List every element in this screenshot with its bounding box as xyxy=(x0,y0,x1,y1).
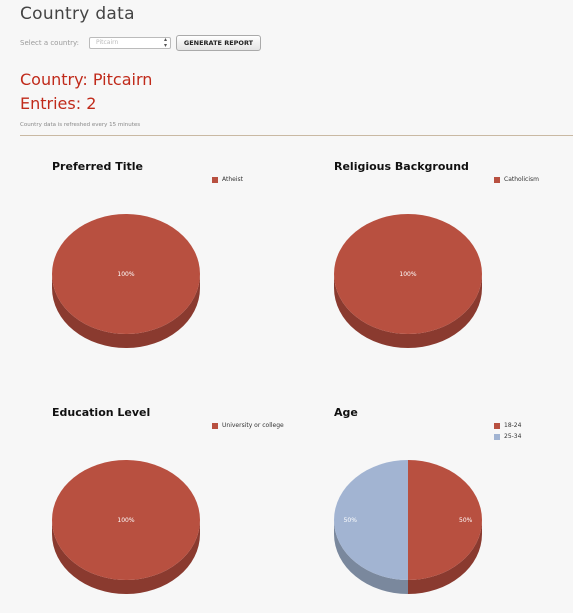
pie-slice xyxy=(408,460,482,580)
chart-title: Preferred Title xyxy=(52,160,143,173)
pie-slice-side xyxy=(408,520,482,594)
pie-slice-side xyxy=(334,520,408,594)
chart-age: Age 18-24 25-34 50% 50% xyxy=(334,406,573,606)
report-entries-heading: Entries: 2 xyxy=(20,94,97,113)
pie-value-label: 50% xyxy=(344,517,358,524)
pie-value-label: 100% xyxy=(399,271,416,278)
chart-title: Religious Background xyxy=(334,160,469,173)
select-arrows-icon: ▴ ▾ xyxy=(163,36,167,49)
pie-slice-side xyxy=(52,274,200,348)
legend-label: Atheist xyxy=(222,176,243,183)
pie-value-label: 100% xyxy=(117,271,134,278)
legend-label: 18-24 xyxy=(504,422,522,429)
chart-title: Age xyxy=(334,406,358,419)
chart-title: Education Level xyxy=(52,406,151,419)
pie-slice-side xyxy=(334,274,482,348)
legend-swatch xyxy=(212,177,218,183)
chart-education-level: Education Level University or college 10… xyxy=(52,406,292,606)
legend-swatch xyxy=(494,423,500,429)
pie-value-label: 100% xyxy=(117,517,134,524)
pie-slice xyxy=(334,460,408,580)
legend-label: Catholicism xyxy=(504,176,539,183)
page-title: Country data xyxy=(20,4,135,24)
legend-label: 25-34 xyxy=(504,433,522,440)
country-select[interactable]: Pitcairn ▴ ▾ xyxy=(89,37,171,49)
report-country-heading: Country: Pitcairn xyxy=(20,70,153,89)
pie-chart: 100% xyxy=(52,214,200,348)
country-select-value: Pitcairn xyxy=(96,39,119,46)
pie-chart: 100% xyxy=(52,460,200,594)
pie-slice xyxy=(52,214,200,334)
pie-slice-side xyxy=(52,520,200,594)
chart-preferred-title: Preferred Title Atheist 100% xyxy=(52,160,292,360)
legend-label: University or college xyxy=(222,422,284,429)
section-divider xyxy=(20,135,573,136)
pie-value-label: 50% xyxy=(459,517,473,524)
pie-chart: 100% xyxy=(334,214,482,348)
legend-swatch xyxy=(212,423,218,429)
refresh-note: Country data is refreshed every 15 minut… xyxy=(20,122,141,128)
pie-slice xyxy=(52,460,200,580)
legend-swatch xyxy=(494,177,500,183)
legend-swatch xyxy=(494,434,500,440)
pie-chart: 50% 50% xyxy=(334,460,482,594)
pie-slice xyxy=(334,214,482,334)
generate-report-button[interactable]: GENERATE REPORT xyxy=(176,35,261,51)
country-select-label: Select a country: xyxy=(20,39,79,47)
chart-religious-background: Religious Background Catholicism 100% xyxy=(334,160,573,360)
